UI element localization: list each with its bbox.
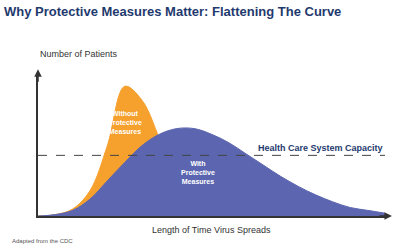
svg-text:Health Care System Capacity: Health Care System Capacity (258, 143, 383, 153)
svg-text:Length of Time Virus Spreads: Length of Time Virus Spreads (152, 225, 271, 235)
svg-text:WithoutProtectiveMeasures: WithoutProtectiveMeasures (108, 110, 142, 135)
svg-text:Number of Patients: Number of Patients (40, 49, 118, 59)
svg-text:Why Protective Measures Matter: Why Protective Measures Matter: Flatteni… (4, 4, 341, 19)
svg-text:WithProtectiveMeasures: WithProtectiveMeasures (181, 160, 215, 185)
svg-text:Adapted from the CDC: Adapted from the CDC (12, 238, 73, 244)
